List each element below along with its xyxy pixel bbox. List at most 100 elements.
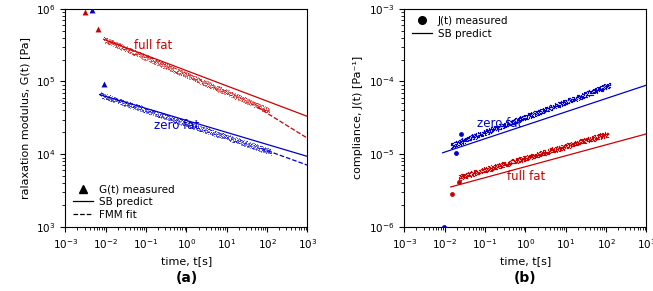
Point bbox=[526, 152, 536, 157]
Point bbox=[488, 127, 498, 131]
Point bbox=[136, 106, 146, 111]
Point bbox=[539, 107, 549, 111]
Point bbox=[211, 129, 221, 134]
Point bbox=[472, 134, 483, 138]
Point bbox=[449, 139, 459, 144]
Point bbox=[251, 148, 262, 152]
Point bbox=[263, 148, 274, 152]
Point bbox=[158, 115, 168, 120]
Point bbox=[491, 128, 502, 132]
Point bbox=[169, 68, 180, 73]
Point bbox=[251, 100, 261, 105]
Point bbox=[462, 171, 472, 175]
Point bbox=[195, 128, 205, 133]
Point bbox=[125, 48, 136, 53]
Point bbox=[157, 114, 168, 119]
Point bbox=[144, 112, 155, 116]
Point bbox=[478, 129, 488, 134]
Point bbox=[575, 140, 585, 144]
Point bbox=[131, 104, 142, 109]
Point bbox=[188, 76, 199, 80]
Point bbox=[208, 83, 219, 88]
Point bbox=[134, 52, 144, 56]
Point bbox=[246, 101, 256, 106]
Point bbox=[181, 120, 191, 125]
Point bbox=[481, 128, 492, 132]
Point bbox=[524, 112, 535, 117]
Point bbox=[239, 97, 249, 102]
Point bbox=[532, 108, 543, 112]
Point bbox=[130, 105, 140, 110]
Point bbox=[605, 81, 615, 86]
Point bbox=[522, 155, 533, 160]
Point bbox=[511, 119, 521, 124]
Point bbox=[129, 106, 140, 111]
Point bbox=[490, 162, 501, 167]
Point bbox=[154, 112, 165, 116]
Point bbox=[200, 79, 210, 84]
Point bbox=[576, 95, 586, 99]
Point bbox=[260, 107, 270, 112]
Point bbox=[523, 157, 534, 162]
Point bbox=[508, 122, 518, 126]
Point bbox=[583, 88, 594, 93]
Point bbox=[558, 144, 568, 148]
Point bbox=[541, 152, 551, 157]
Point bbox=[505, 159, 516, 164]
Point bbox=[474, 131, 485, 136]
Point bbox=[505, 122, 516, 127]
Point bbox=[585, 136, 596, 141]
Point bbox=[530, 114, 541, 118]
Point bbox=[189, 125, 200, 129]
Point bbox=[106, 95, 117, 100]
Point bbox=[238, 95, 249, 100]
Point bbox=[581, 141, 591, 146]
Point bbox=[95, 93, 106, 97]
Point bbox=[497, 164, 507, 168]
Point bbox=[505, 119, 515, 123]
Point bbox=[208, 130, 218, 134]
Point bbox=[121, 47, 131, 51]
Point bbox=[530, 152, 541, 157]
Point bbox=[242, 102, 253, 107]
Point bbox=[156, 112, 167, 117]
Point bbox=[460, 175, 471, 179]
Point bbox=[173, 71, 183, 75]
Point bbox=[156, 64, 167, 69]
Point bbox=[590, 135, 601, 140]
Point bbox=[223, 136, 233, 141]
Point bbox=[163, 117, 174, 122]
Point bbox=[534, 150, 544, 155]
Point bbox=[505, 162, 516, 167]
Point bbox=[563, 141, 573, 146]
Point bbox=[496, 126, 506, 131]
Point bbox=[225, 134, 236, 139]
Point bbox=[467, 135, 477, 139]
Point bbox=[479, 130, 490, 135]
Point bbox=[204, 126, 214, 131]
Point bbox=[157, 111, 168, 116]
Point bbox=[550, 104, 561, 109]
Point bbox=[500, 122, 511, 126]
Point bbox=[183, 120, 194, 125]
Point bbox=[250, 100, 261, 105]
Point bbox=[557, 102, 567, 106]
Point bbox=[174, 69, 185, 73]
Point bbox=[581, 90, 592, 95]
Point bbox=[257, 107, 268, 112]
Point bbox=[495, 124, 505, 129]
Point bbox=[571, 95, 581, 99]
Point bbox=[109, 40, 119, 45]
Point bbox=[188, 77, 199, 82]
Point bbox=[212, 134, 223, 138]
Point bbox=[556, 102, 566, 106]
Point bbox=[556, 98, 567, 103]
Point bbox=[531, 109, 541, 113]
Point bbox=[167, 65, 178, 70]
Point bbox=[102, 36, 112, 40]
Point bbox=[507, 119, 518, 124]
Point bbox=[123, 102, 133, 107]
Point bbox=[582, 89, 592, 93]
Point bbox=[603, 85, 614, 89]
Point bbox=[239, 143, 249, 148]
